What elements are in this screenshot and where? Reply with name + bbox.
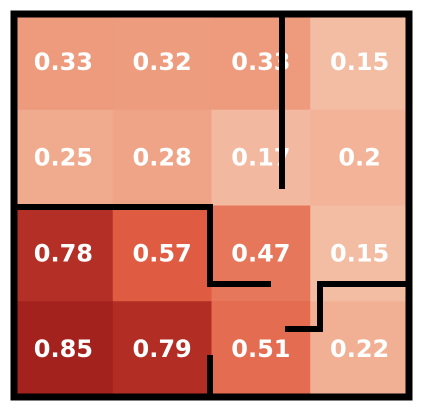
cell bbox=[14, 109, 114, 206]
cell-label: 0.33 bbox=[34, 48, 93, 76]
border bbox=[10, 10, 413, 401]
walls bbox=[10, 10, 413, 401]
cell bbox=[310, 301, 410, 398]
cell-label: 0.79 bbox=[133, 335, 192, 363]
grid: 0.33 0.32 0.33 0.150.25 0.28 0.17 0.20.78 0.57 0… bbox=[14, 14, 410, 398]
cell-label: 0.47 bbox=[231, 239, 290, 267]
cell-label: 0.2 bbox=[338, 144, 381, 172]
cell-label: 0.15 bbox=[330, 239, 389, 267]
cell bbox=[211, 301, 311, 398]
cell-label: 0.22 bbox=[330, 335, 389, 363]
cell-label: 0.51 bbox=[231, 335, 290, 363]
cell-label: 0.85 bbox=[34, 335, 93, 363]
cell bbox=[211, 109, 311, 206]
cell-label: 0.78 bbox=[34, 239, 93, 267]
cell-label: 0.32 bbox=[133, 48, 192, 76]
cell bbox=[211, 14, 311, 111]
cell bbox=[112, 109, 212, 206]
cell bbox=[310, 109, 410, 206]
cell-label: 0.25 bbox=[34, 144, 93, 172]
cell-label: 0.15 bbox=[330, 48, 389, 76]
cell bbox=[14, 205, 114, 302]
cell-label: 0.28 bbox=[133, 144, 192, 172]
cell bbox=[112, 14, 212, 111]
cell-label: 0.57 bbox=[133, 239, 192, 267]
cell bbox=[14, 301, 114, 398]
cell bbox=[310, 14, 410, 111]
cell bbox=[112, 205, 212, 302]
cell bbox=[112, 301, 212, 398]
cell bbox=[14, 14, 114, 111]
